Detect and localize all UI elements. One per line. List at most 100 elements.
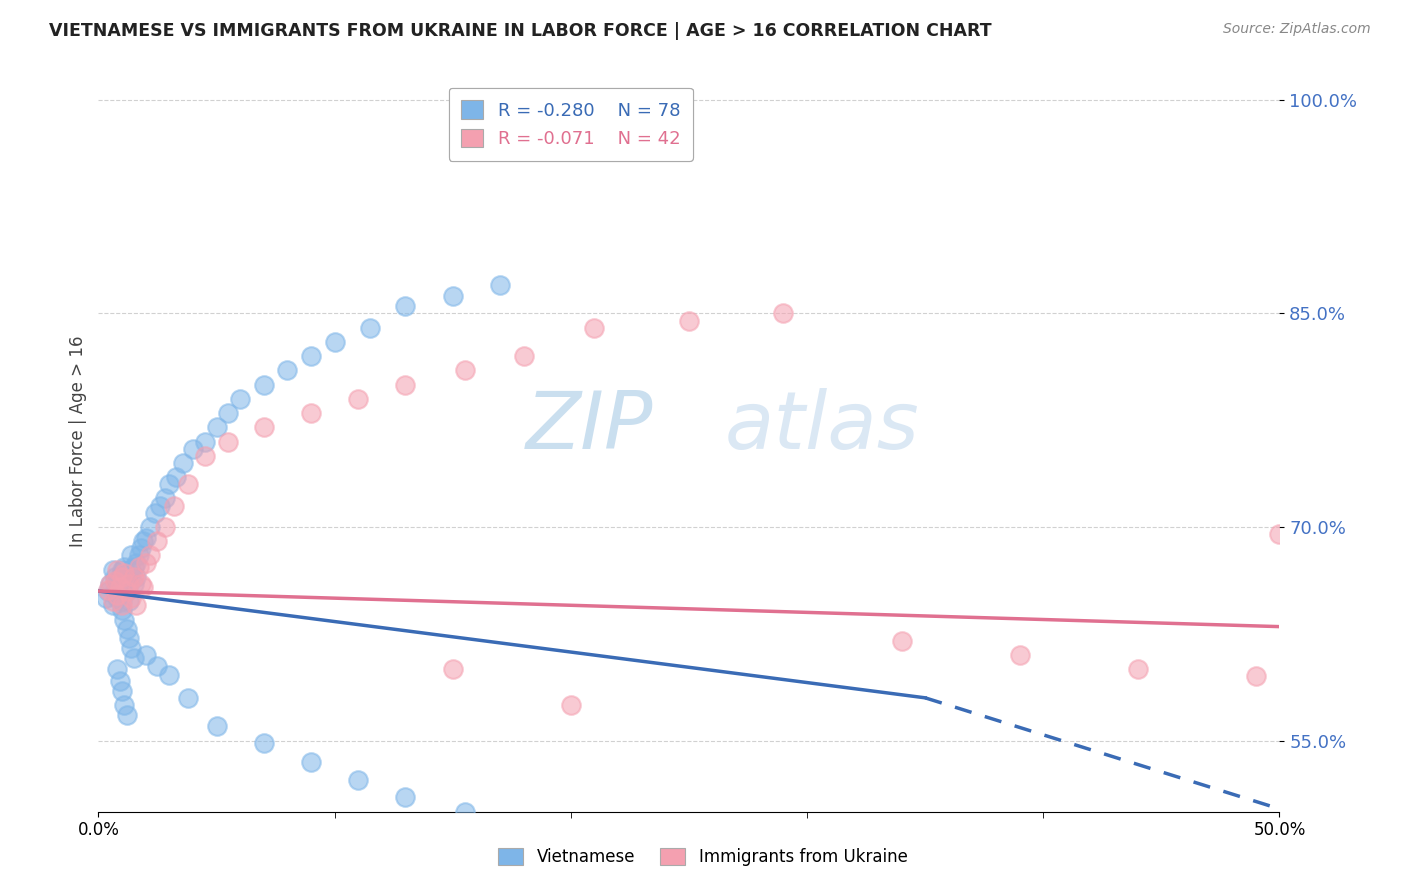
Point xyxy=(128,549,150,563)
Point xyxy=(890,633,912,648)
Point xyxy=(105,563,128,577)
Point xyxy=(583,320,606,334)
Point xyxy=(94,591,117,606)
Point xyxy=(121,640,143,655)
Point xyxy=(177,690,200,705)
Point xyxy=(1056,830,1078,845)
Point xyxy=(97,582,120,597)
Point xyxy=(453,805,475,819)
Point xyxy=(205,420,228,434)
Y-axis label: In Labor Force | Age > 16: In Labor Force | Age > 16 xyxy=(69,335,87,548)
Point xyxy=(101,599,124,613)
Point xyxy=(146,659,169,673)
Point xyxy=(112,613,135,627)
Point xyxy=(122,577,145,591)
Point xyxy=(111,570,134,584)
Legend: R = -0.280    N = 78, R = -0.071    N = 42: R = -0.280 N = 78, R = -0.071 N = 42 xyxy=(449,87,693,161)
Point xyxy=(101,563,124,577)
Point xyxy=(1268,527,1291,541)
Point xyxy=(441,289,464,303)
Point xyxy=(104,584,127,599)
Point xyxy=(129,541,152,556)
Point xyxy=(101,594,124,608)
Point xyxy=(299,349,322,363)
Point xyxy=(560,698,582,712)
Point xyxy=(108,673,131,688)
Point xyxy=(118,631,141,645)
Text: Source: ZipAtlas.com: Source: ZipAtlas.com xyxy=(1223,22,1371,37)
Text: atlas: atlas xyxy=(724,388,920,466)
Point xyxy=(125,556,148,570)
Point xyxy=(121,591,143,606)
Point xyxy=(135,532,157,546)
Point xyxy=(1126,662,1149,676)
Point xyxy=(253,377,276,392)
Point xyxy=(607,833,630,847)
Point xyxy=(129,577,152,591)
Point xyxy=(359,320,381,334)
Point xyxy=(394,377,416,392)
Point xyxy=(139,549,162,563)
Point xyxy=(132,580,155,594)
Point xyxy=(111,594,134,608)
Point xyxy=(323,334,346,349)
Point xyxy=(139,520,162,534)
Point xyxy=(146,534,169,549)
Point xyxy=(125,599,148,613)
Point xyxy=(111,683,134,698)
Point xyxy=(105,588,128,602)
Point xyxy=(135,648,157,662)
Point xyxy=(118,577,141,591)
Point xyxy=(153,520,176,534)
Point xyxy=(98,577,121,591)
Point xyxy=(135,556,157,570)
Point xyxy=(229,392,252,406)
Point xyxy=(115,707,138,722)
Point xyxy=(108,580,131,594)
Point xyxy=(253,420,276,434)
Point xyxy=(121,563,143,577)
Point xyxy=(347,392,370,406)
Point xyxy=(217,406,239,420)
Point xyxy=(112,559,135,574)
Point xyxy=(984,822,1007,836)
Point xyxy=(97,584,120,599)
Point xyxy=(115,584,138,599)
Point xyxy=(217,434,239,449)
Point xyxy=(115,570,138,584)
Point xyxy=(172,456,194,470)
Point xyxy=(441,662,464,676)
Point xyxy=(796,859,818,873)
Point xyxy=(125,570,148,584)
Point xyxy=(702,845,724,859)
Point xyxy=(118,594,141,608)
Point xyxy=(177,477,200,491)
Point xyxy=(112,580,135,594)
Point xyxy=(111,599,134,613)
Legend: Vietnamese, Immigrants from Ukraine: Vietnamese, Immigrants from Ukraine xyxy=(491,840,915,875)
Point xyxy=(489,277,512,292)
Point xyxy=(163,499,186,513)
Point xyxy=(157,477,180,491)
Point xyxy=(105,591,128,606)
Point xyxy=(115,584,138,599)
Text: ZIP: ZIP xyxy=(526,388,654,466)
Point xyxy=(299,406,322,420)
Point xyxy=(153,491,176,506)
Point xyxy=(112,566,135,580)
Point xyxy=(772,306,794,320)
Point xyxy=(253,736,276,750)
Point xyxy=(143,506,166,520)
Point xyxy=(132,534,155,549)
Text: VIETNAMESE VS IMMIGRANTS FROM UKRAINE IN LABOR FORCE | AGE > 16 CORRELATION CHAR: VIETNAMESE VS IMMIGRANTS FROM UKRAINE IN… xyxy=(49,22,991,40)
Point xyxy=(1244,669,1267,683)
Point xyxy=(122,651,145,665)
Point xyxy=(98,577,121,591)
Point xyxy=(111,563,134,577)
Point xyxy=(299,755,322,769)
Point xyxy=(104,574,127,588)
Point xyxy=(347,773,370,788)
Point xyxy=(890,819,912,833)
Point xyxy=(111,602,134,616)
Point xyxy=(108,580,131,594)
